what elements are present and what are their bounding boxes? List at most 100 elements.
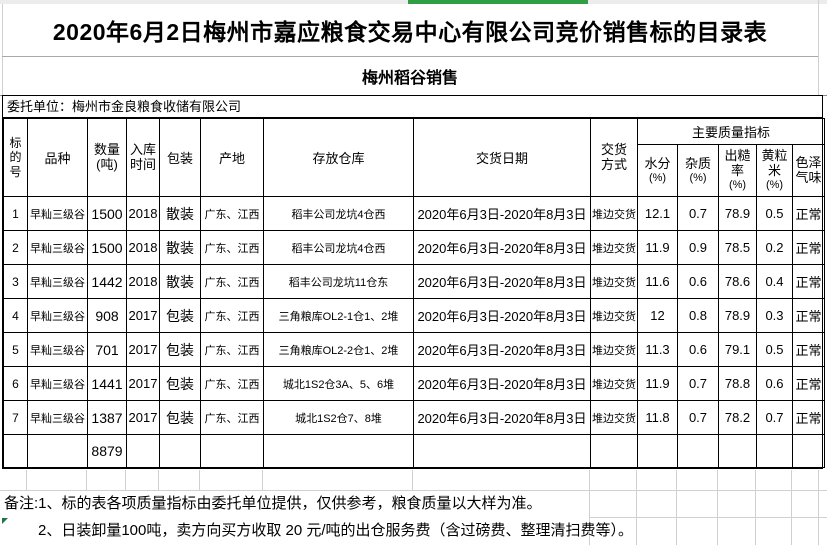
cell-variety: 早籼三级谷 [27, 400, 88, 435]
page-title: 2020年6月2日梅州市嘉应粮食交易中心有限公司竞价销售标的目录表 [2, 4, 818, 57]
cell-empty [3, 434, 28, 468]
gridline-vertical [589, 470, 590, 545]
cell-origin: 广东、江西 [200, 230, 264, 265]
header-line: 气味 [795, 169, 822, 185]
cell-delivery-date: 2020年6月3日-2020年8月3日 [413, 298, 591, 333]
cell-packing: 包装 [159, 366, 201, 401]
progress-bar [408, 0, 588, 4]
cell-brown-rice-rate: 78.9 [718, 298, 757, 333]
cell-packing: 散装 [159, 264, 201, 299]
cell-impurity: 0.6 [677, 332, 719, 367]
cell-delivery-date: 2020年6月3日-2020年8月3日 [413, 400, 591, 435]
col-header-warehouse: 存放仓库 [263, 118, 414, 197]
col-header-target-no: 标 的 号 [3, 118, 28, 197]
col-header-yellow-grain: 黄粒 米 (%) [756, 144, 793, 197]
gridline-vertical [791, 470, 792, 545]
cell-delivery-mode: 堆边交货 [590, 332, 638, 367]
cell-quantity: 1441 [87, 366, 127, 401]
cell-color-smell: 正常 [791, 230, 826, 265]
cell-storage-time: 2018 [126, 264, 160, 299]
cell-yellow-grain: 0.4 [756, 264, 793, 299]
gridline-horizontal [0, 490, 827, 491]
table-row: 5 早籼三级谷 701 2017 包装 广东、江西 三角粮库OL2-2仓1、2堆… [3, 332, 826, 367]
gridline-vertical [26, 470, 27, 490]
cell-brown-rice-rate: 78.5 [718, 230, 757, 265]
cell-delivery-mode: 堆边交货 [590, 264, 638, 299]
header-line: 数量 [93, 141, 120, 157]
cell-storage-time: 2018 [126, 230, 160, 265]
header-line: 杂质 [684, 155, 711, 171]
cell-brown-rice-rate: 78.9 [718, 196, 757, 231]
cell-target-no: 5 [3, 332, 28, 367]
cell-flag-triangle-icon [2, 518, 8, 524]
gridline-vertical [125, 470, 126, 490]
cell-moisture: 12.1 [637, 196, 678, 231]
header-line: (吨) [96, 156, 118, 172]
col-header-brown-rice-rate: 出糙 率 (%) [718, 144, 757, 197]
table-row: 2 早籼三级谷 1500 2018 散装 广东、江西 稻丰公司龙坑4仓西 202… [3, 230, 826, 265]
header-line: 米 [767, 163, 781, 179]
cell-brown-rice-rate: 78.2 [718, 400, 757, 435]
cell-impurity: 0.7 [677, 400, 719, 435]
header-line: 标 [9, 135, 22, 150]
header-line: 号 [9, 164, 22, 179]
header-row-quality: 水分 (%) 杂质 (%) 出糙 率 (%) 黄粒 米 (%) [4, 144, 826, 197]
gridline-vertical [818, 470, 819, 545]
cell-target-no: 1 [3, 196, 28, 231]
cell-empty [413, 434, 591, 468]
cell-warehouse: 稻丰公司龙坑4仓西 [263, 196, 414, 231]
cell-delivery-mode: 堆边交货 [590, 400, 638, 435]
cell-moisture: 11.8 [637, 400, 678, 435]
col-header-storage-time: 入库 时间 [126, 118, 160, 197]
cell-storage-time: 2017 [126, 298, 160, 333]
catalog-table-block: 委托单位：梅州市金良粮食收储有限公司 标 的 号 品种 数量 (吨) [2, 95, 826, 469]
cell-variety: 早籼三级谷 [27, 332, 88, 367]
cell-impurity: 0.7 [677, 366, 719, 401]
cell-impurity: 0.8 [677, 298, 719, 333]
cell-target-no: 3 [3, 264, 28, 299]
cell-delivery-date: 2020年6月3日-2020年8月3日 [413, 332, 591, 367]
gridline-vertical [676, 470, 677, 545]
cell-empty [263, 434, 414, 468]
top-strip [0, 0, 827, 4]
cell-warehouse: 稻丰公司龙坑11仓东 [263, 264, 414, 299]
cell-target-no: 2 [3, 230, 28, 265]
cell-brown-rice-rate: 78.8 [718, 366, 757, 401]
cell-variety: 早籼三级谷 [27, 196, 88, 231]
col-header-quality-group: 主要质量指标 [636, 118, 826, 145]
cell-yellow-grain: 0.2 [756, 230, 793, 265]
col-header-color-smell: 色泽 气味 [791, 144, 826, 197]
cell-empty [677, 434, 719, 468]
gridline-vertical [412, 470, 413, 490]
gridline-vertical [262, 470, 263, 490]
cell-origin: 广东、江西 [200, 264, 264, 299]
note-line-2: 2、日装卸量100吨，卖方向买方收取 20 元/吨的出仓服务费（含过磅费、整理清… [38, 522, 634, 539]
cell-storage-time: 2017 [126, 400, 160, 435]
cell-delivery-mode: 堆边交货 [590, 366, 638, 401]
consignor-line: 委托单位：梅州市金良粮食收储有限公司 [3, 96, 822, 118]
cell-origin: 广东、江西 [200, 400, 264, 435]
gridline-vertical [199, 470, 200, 490]
cell-yellow-grain: 0.6 [756, 366, 793, 401]
cell-yellow-grain: 0.5 [756, 196, 793, 231]
gridline-vertical [86, 470, 87, 490]
cell-empty [718, 434, 757, 468]
header-line: 色泽 [795, 154, 822, 170]
cell-empty [27, 434, 88, 468]
cell-origin: 广东、江西 [200, 332, 264, 367]
cell-brown-rice-rate: 78.6 [718, 264, 757, 299]
cell-delivery-date: 2020年6月3日-2020年8月3日 [413, 230, 591, 265]
cell-moisture: 11.9 [637, 366, 678, 401]
cell-color-smell: 正常 [791, 366, 826, 401]
cell-quantity: 1442 [87, 264, 127, 299]
gridline-vertical [717, 470, 718, 545]
cell-moisture: 12 [637, 298, 678, 333]
cell-storage-time: 2017 [126, 332, 160, 367]
cell-packing: 散装 [159, 230, 201, 265]
cell-delivery-date: 2020年6月3日-2020年8月3日 [413, 264, 591, 299]
gridline-vertical [755, 470, 756, 545]
cell-empty [637, 434, 678, 468]
header-line: (%) [728, 179, 747, 192]
col-header-variety: 品种 [27, 118, 88, 197]
